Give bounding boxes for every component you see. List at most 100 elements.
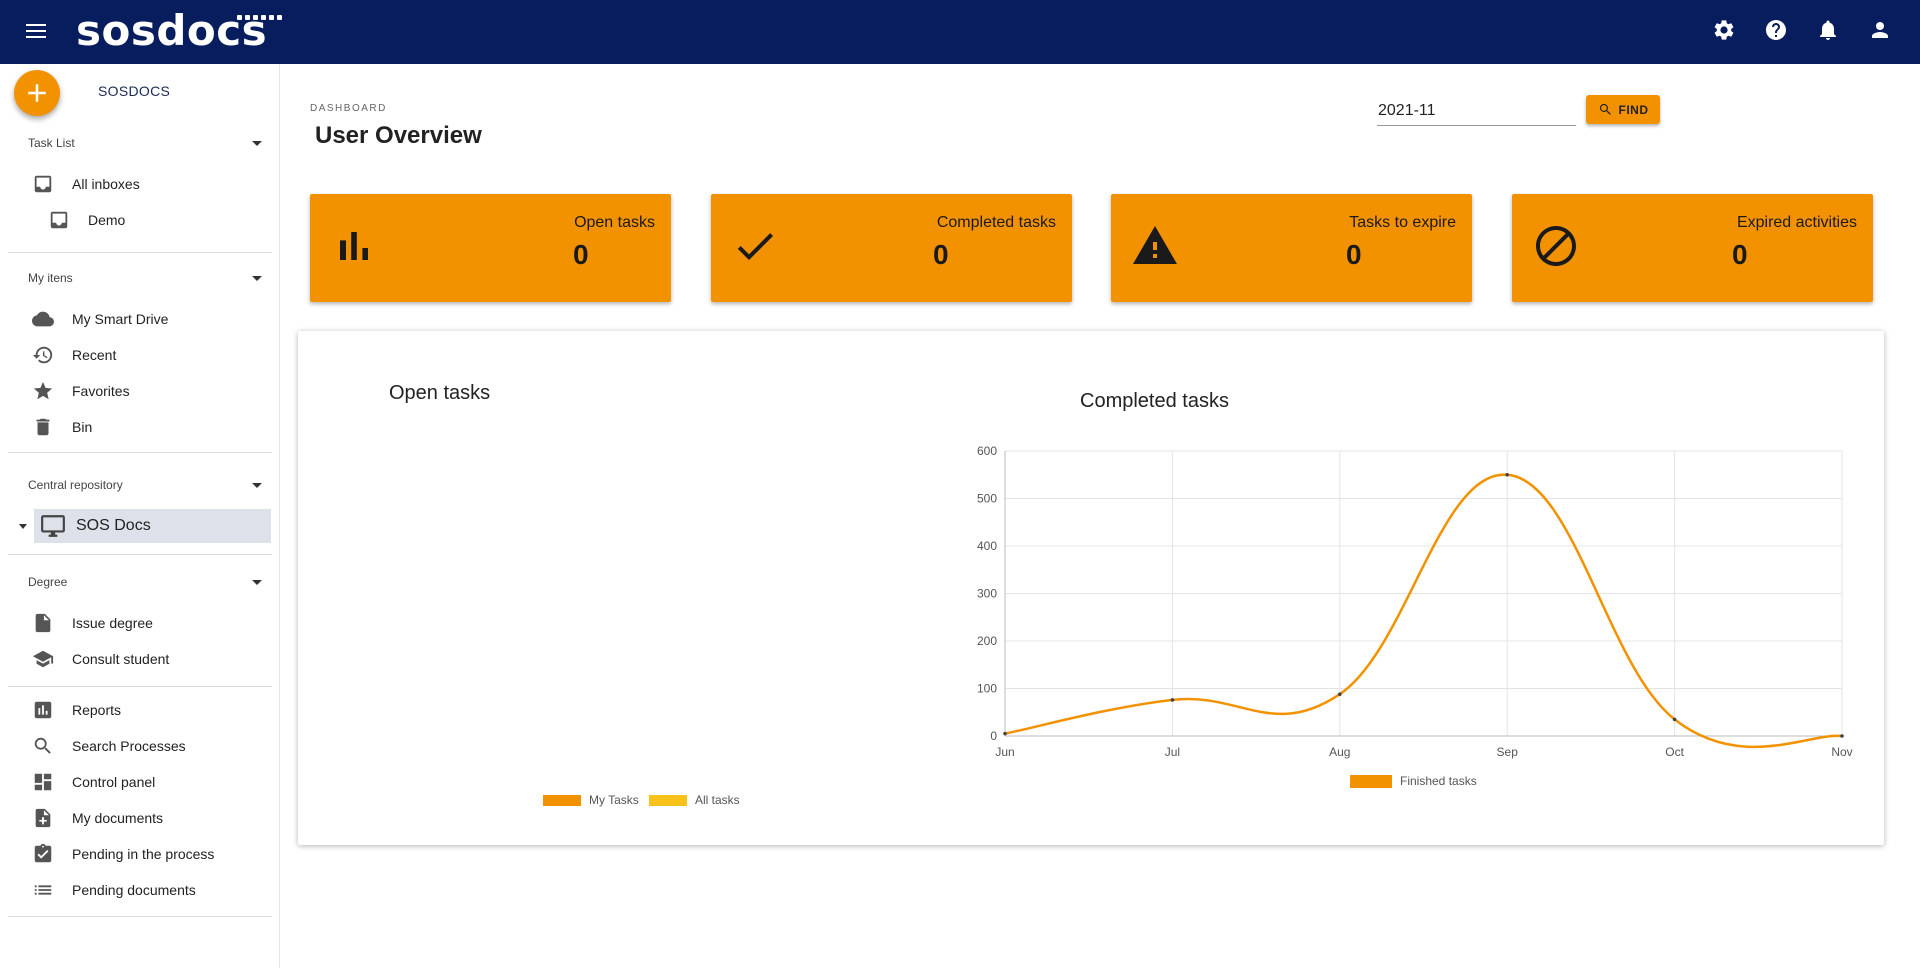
dashboard-icon bbox=[34, 773, 52, 791]
data-point[interactable] bbox=[1672, 717, 1677, 722]
sidebar-item-label: Bin bbox=[72, 419, 93, 435]
card-title: Open tasks bbox=[574, 214, 655, 231]
sidebar-item-reports[interactable]: Reports bbox=[32, 697, 121, 723]
y-tick-label: 300 bbox=[977, 587, 997, 601]
divider bbox=[8, 554, 272, 555]
sidebar-item-favorites[interactable]: Favorites bbox=[32, 378, 130, 404]
sidebar-item-pending-in-process[interactable]: Pending in the process bbox=[32, 841, 214, 867]
card-expired-activities[interactable]: Expired activities 0 bbox=[1512, 194, 1873, 302]
y-tick-label: 0 bbox=[990, 729, 997, 743]
sidebar-item-bin[interactable]: Bin bbox=[32, 414, 92, 440]
trash-icon bbox=[36, 418, 50, 436]
completed-tasks-line-chart: 0 100 200 300 400 500 600 Jun Jul Aug Sep Oct Nov bbox=[977, 444, 1853, 759]
sidebar-item-pending-documents[interactable]: Pending documents bbox=[32, 877, 196, 903]
section-degree[interactable]: Degree bbox=[28, 572, 264, 592]
data-point[interactable] bbox=[1840, 734, 1844, 738]
card-open-tasks[interactable]: Open tasks 0 bbox=[310, 194, 671, 302]
data-point[interactable] bbox=[1003, 731, 1007, 736]
sidebar-item-sos-docs[interactable]: SOS Docs bbox=[34, 509, 271, 543]
check-icon bbox=[731, 222, 779, 270]
divider bbox=[8, 916, 272, 917]
card-title: Tasks to expire bbox=[1349, 214, 1456, 231]
logo[interactable]: sosdocs bbox=[76, 6, 268, 55]
y-tick-label: 200 bbox=[977, 634, 997, 648]
sidebar-item-label: Favorites bbox=[72, 383, 130, 399]
find-button[interactable]: FIND bbox=[1586, 95, 1660, 124]
menu-icon[interactable] bbox=[24, 20, 48, 44]
sidebar-item-demo[interactable]: Demo bbox=[48, 207, 125, 233]
warning-icon bbox=[1131, 222, 1179, 270]
top-app-bar: sosdocs bbox=[0, 0, 1920, 64]
x-tick-label: Jul bbox=[1165, 745, 1180, 759]
bar-chart-icon bbox=[34, 701, 52, 719]
card-value: 0 bbox=[933, 239, 949, 270]
sidebar-item-search-processes[interactable]: Search Processes bbox=[32, 733, 186, 759]
divider bbox=[8, 686, 272, 687]
file-icon bbox=[35, 613, 51, 633]
inbox-icon bbox=[34, 175, 52, 193]
legend-swatch bbox=[649, 794, 687, 806]
legend-my-tasks[interactable]: My Tasks bbox=[543, 793, 639, 807]
sidebar-item-my-documents[interactable]: My documents bbox=[32, 805, 163, 831]
search-icon bbox=[34, 737, 51, 754]
sidebar-item-my-smart-drive[interactable]: My Smart Drive bbox=[32, 306, 168, 332]
card-tasks-to-expire[interactable]: Tasks to expire 0 bbox=[1111, 194, 1472, 302]
x-tick-label: Jun bbox=[995, 745, 1014, 759]
data-point[interactable] bbox=[1505, 472, 1509, 477]
sidebar-item-issue-degree[interactable]: Issue degree bbox=[32, 610, 153, 636]
sidebar-item-recent[interactable]: Recent bbox=[32, 342, 116, 368]
logo-dots bbox=[237, 15, 282, 20]
sidebar-item-label: Consult student bbox=[72, 651, 170, 667]
chevron-down-icon bbox=[252, 140, 262, 146]
section-degree-label: Degree bbox=[28, 575, 68, 589]
series-line-finished-tasks bbox=[1004, 473, 1843, 749]
sidebar-item-label: Reports bbox=[72, 702, 122, 718]
account-icon[interactable] bbox=[1868, 18, 1892, 42]
notifications-icon[interactable] bbox=[1816, 18, 1840, 42]
x-tick-label: Oct bbox=[1665, 745, 1684, 759]
inbox-icon bbox=[50, 211, 68, 229]
legend-swatch bbox=[1350, 774, 1392, 788]
sidebar-item-label: Demo bbox=[88, 212, 126, 228]
section-task-list[interactable]: Task List bbox=[28, 133, 264, 153]
sidebar-item-label: All inboxes bbox=[72, 176, 140, 192]
card-completed-tasks[interactable]: Completed tasks 0 bbox=[711, 194, 1072, 302]
add-button[interactable] bbox=[14, 70, 60, 116]
sidebar-item-label: Pending in the process bbox=[72, 846, 215, 862]
expand-icon[interactable] bbox=[19, 524, 27, 529]
brand-label: SOSDOCS bbox=[98, 83, 171, 99]
section-central-repository[interactable]: Central repository bbox=[28, 475, 264, 495]
chevron-down-icon bbox=[252, 482, 262, 488]
sidebar-item-label: Recent bbox=[72, 347, 117, 363]
legend-label: Finished tasks bbox=[1400, 774, 1477, 788]
data-point[interactable] bbox=[1170, 698, 1175, 702]
legend-swatch bbox=[543, 794, 581, 806]
period-input[interactable] bbox=[1377, 96, 1576, 126]
completed-tasks-chart-title: Completed tasks bbox=[1080, 390, 1229, 412]
history-icon bbox=[32, 346, 53, 364]
settings-icon[interactable] bbox=[1712, 18, 1736, 42]
legend-finished-tasks[interactable]: Finished tasks bbox=[1350, 774, 1477, 788]
y-tick-label: 100 bbox=[977, 682, 997, 696]
sidebar-item-all-inboxes[interactable]: All inboxes bbox=[32, 171, 140, 197]
section-task-list-label: Task List bbox=[28, 136, 75, 150]
breadcrumb: DASHBOARD bbox=[310, 103, 387, 114]
desktop-icon bbox=[41, 515, 65, 537]
divider bbox=[8, 452, 272, 453]
y-tick-label: 400 bbox=[977, 539, 997, 553]
legend-all-tasks[interactable]: All tasks bbox=[649, 793, 740, 807]
page-title: User Overview bbox=[315, 122, 482, 149]
section-my-items[interactable]: My itens bbox=[28, 268, 264, 288]
list-icon bbox=[34, 885, 52, 895]
legend-label: All tasks bbox=[695, 793, 740, 807]
sidebar-item-control-panel[interactable]: Control panel bbox=[32, 769, 155, 795]
help-icon[interactable] bbox=[1764, 18, 1788, 42]
data-point[interactable] bbox=[1338, 692, 1342, 696]
sidebar-item-label: Search Processes bbox=[72, 738, 186, 754]
top-actions bbox=[1712, 18, 1892, 42]
open-tasks-chart-title: Open tasks bbox=[389, 382, 491, 404]
section-my-items-label: My itens bbox=[28, 271, 73, 285]
sidebar-item-consult-student[interactable]: Consult student bbox=[32, 646, 169, 672]
card-value: 0 bbox=[1732, 239, 1748, 270]
x-tick-label: Nov bbox=[1831, 745, 1852, 759]
